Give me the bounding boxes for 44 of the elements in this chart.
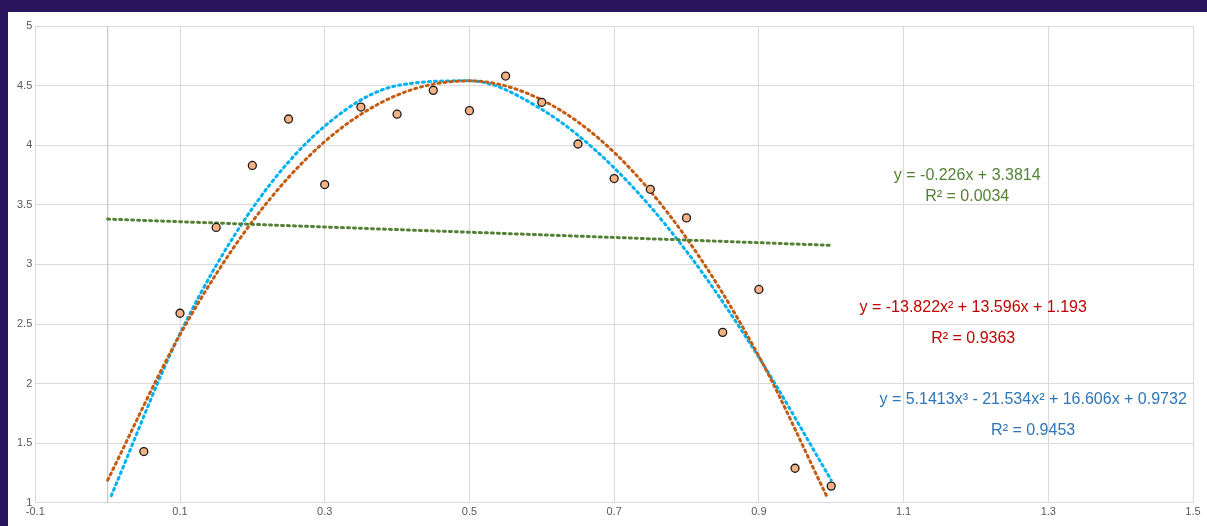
point (500, 71, 511, 81)
x-tick-label: 1.1 (895, 505, 912, 518)
x-tick-label: -0.1 (25, 505, 45, 518)
y-tick-label: 3 (26, 257, 33, 270)
point (645, 184, 655, 194)
point (681, 213, 692, 223)
y-tick-label: 5 (26, 19, 33, 32)
point (283, 114, 294, 124)
point (537, 97, 547, 107)
y-tick-label: 1.5 (16, 436, 33, 449)
point (247, 160, 258, 171)
point (754, 284, 764, 295)
annotation: R² = 0.9363 (931, 328, 1016, 346)
point (718, 327, 728, 337)
x-tick-label: 0.3 (317, 505, 333, 518)
point (790, 463, 800, 473)
point (464, 105, 475, 116)
y-tick-label: 4.5 (16, 78, 33, 91)
point (139, 446, 149, 457)
y-tick-label: 4 (26, 138, 33, 151)
point (211, 222, 221, 233)
y-tick-label: 2 (26, 376, 33, 389)
x-tick-label: 1.5 (1185, 505, 1201, 518)
point (826, 481, 836, 491)
point (320, 179, 330, 190)
y-tick-label: 3.5 (16, 197, 33, 210)
point (356, 102, 366, 112)
annotation: y = -0.226x + 3.3814 (893, 165, 1041, 183)
x-tick-label: 0.1 (172, 505, 188, 518)
x-tick-label: 1.3 (1040, 505, 1056, 518)
point (573, 139, 583, 149)
annotation: R² = 0.0034 (925, 187, 1010, 205)
y-tick-label: 2.5 (16, 317, 33, 330)
point (175, 308, 185, 318)
annotation: R² = 0.9453 (991, 421, 1076, 439)
x-tick-label: 0.7 (606, 505, 622, 518)
y-tick-label: 1 (26, 495, 33, 508)
annotation: y = 5.1413x³ - 21.534x² + 16.606x + 0.9732 (879, 390, 1187, 408)
point (392, 109, 402, 119)
x-tick-label: 0.5 (461, 505, 478, 518)
point (428, 85, 438, 96)
point (609, 173, 619, 184)
annotation: y = -13.822x² + 13.596x + 1.193 (859, 297, 1087, 315)
x-tick-label: 0.9 (751, 505, 767, 518)
